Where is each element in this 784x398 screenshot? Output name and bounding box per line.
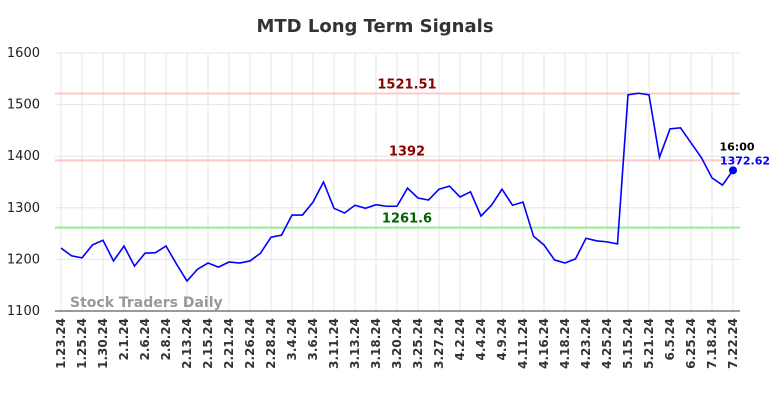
x-tick-label: 3.27.24 xyxy=(432,318,446,369)
x-tick-label: 2.13.24 xyxy=(180,318,194,369)
last-point xyxy=(729,166,737,175)
x-tick-label: 4.11.24 xyxy=(516,318,530,369)
y-tick-label: 1200 xyxy=(7,252,40,267)
x-tick-label: 2.8.24 xyxy=(159,318,173,361)
x-tick-label: 5.21.24 xyxy=(642,318,656,369)
x-tick-label: 1.30.24 xyxy=(96,318,110,369)
x-tick-label: 6.25.24 xyxy=(684,318,698,369)
x-tick-label: 4.25.24 xyxy=(600,318,614,369)
x-tick-label: 3.25.24 xyxy=(411,318,425,369)
reference-label: 1261.6 xyxy=(382,212,432,227)
reference-label: 1521.51 xyxy=(377,78,436,93)
watermark: Stock Traders Daily xyxy=(70,295,223,311)
x-tick-label: 2.15.24 xyxy=(201,318,215,369)
x-tick-label: 4.16.24 xyxy=(537,318,551,369)
x-tick-label: 1.25.24 xyxy=(75,318,89,369)
x-tick-label: 1.23.24 xyxy=(54,318,68,369)
reference-label: 1392 xyxy=(389,144,425,159)
x-tick-label: 3.18.24 xyxy=(369,318,383,369)
x-tick-label: 3.13.24 xyxy=(348,318,362,369)
last-time-label: 16:00 xyxy=(719,140,754,153)
x-tick-label: 4.18.24 xyxy=(558,318,572,369)
x-tick-label: 2.21.24 xyxy=(222,318,236,369)
y-tick-label: 1500 xyxy=(7,98,40,113)
x-tick-label: 2.6.24 xyxy=(138,318,152,361)
x-tick-label: 7.18.24 xyxy=(705,318,719,369)
y-tick-label: 1300 xyxy=(7,201,40,216)
x-tick-label: 6.5.24 xyxy=(663,318,677,361)
x-tick-label: 7.22.24 xyxy=(726,318,740,369)
x-tick-label: 4.23.24 xyxy=(579,318,593,369)
y-tick-label: 1100 xyxy=(7,304,40,319)
x-tick-label: 2.26.24 xyxy=(243,318,257,369)
x-tick-label: 3.6.24 xyxy=(306,318,320,361)
price-line xyxy=(60,92,734,283)
x-tick-label: 5.15.24 xyxy=(621,318,635,369)
x-tick-label: 3.20.24 xyxy=(390,318,404,369)
x-tick-label: 2.1.24 xyxy=(117,318,131,361)
y-tick-label: 1600 xyxy=(7,46,40,61)
x-tick-label: 2.28.24 xyxy=(264,318,278,369)
x-tick-label: 4.4.24 xyxy=(474,318,488,361)
x-tick-label: 4.2.24 xyxy=(453,318,467,361)
chart-title: MTD Long Term Signals xyxy=(256,16,493,37)
last-value-label: 1372.62 xyxy=(720,154,770,167)
x-tick-label: 3.11.24 xyxy=(327,318,341,369)
x-tick-label: 4.9.24 xyxy=(495,318,509,361)
y-tick-label: 1400 xyxy=(7,149,40,164)
x-tick-label: 3.4.24 xyxy=(285,318,299,361)
